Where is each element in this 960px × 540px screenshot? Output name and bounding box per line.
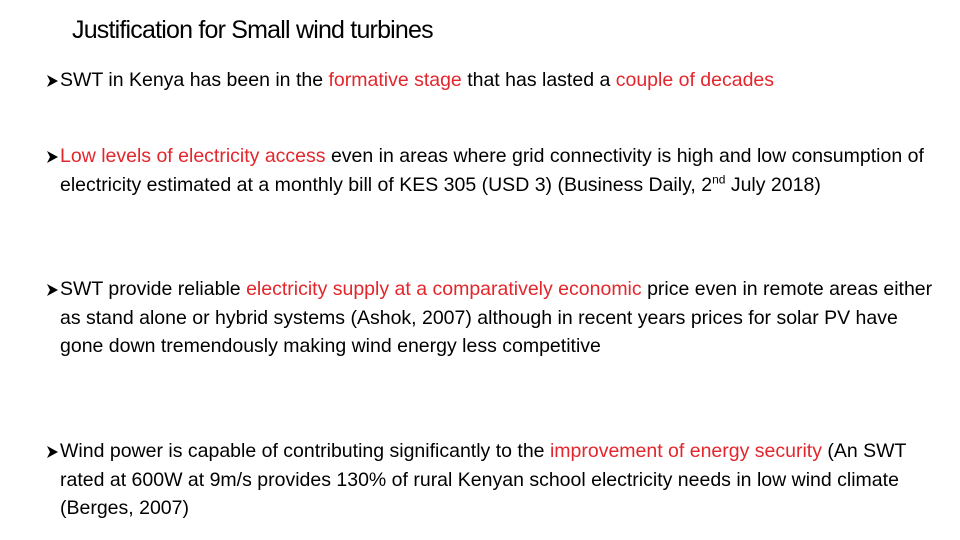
text-run: SWT provide reliable (60, 278, 247, 300)
bullet-arrow (47, 75, 58, 87)
highlighted-text: formative stage (328, 69, 462, 91)
text-run: (An SWT rated at 600W at 9m/s provides 1… (60, 440, 907, 519)
text-run: July 2018) (725, 173, 821, 196)
bullet: SWT in Kenya has been in the formative s… (47, 66, 940, 95)
text-run: that has lasted a (461, 69, 616, 91)
text-run: nd (712, 172, 726, 186)
bullet: Wind power is capable of contributing si… (47, 437, 940, 523)
highlighted-text: improvement of energy security (549, 440, 822, 462)
text-run: even in areas where grid connectivity is… (60, 145, 924, 196)
bullet-arrow (47, 284, 58, 296)
bullet: SWT provide reliable electricity supply … (47, 275, 940, 361)
text-run: SWT in Kenya has been in the (60, 69, 329, 91)
bullet: Low levels of electricity access even in… (47, 142, 940, 199)
highlighted-text: couple of decades (615, 69, 775, 91)
text-run: price even in remote areas either as sta… (60, 278, 933, 357)
text-run: Wind power is capable of contributing si… (60, 440, 550, 462)
highlighted-text: electricity supply at a comparatively ec… (246, 278, 642, 300)
bullet-arrow (47, 446, 58, 458)
slide-title: Justification for Small wind turbines (72, 16, 434, 44)
highlighted-text: Low levels of electricity access (60, 145, 326, 167)
bullet-arrow (47, 151, 58, 163)
